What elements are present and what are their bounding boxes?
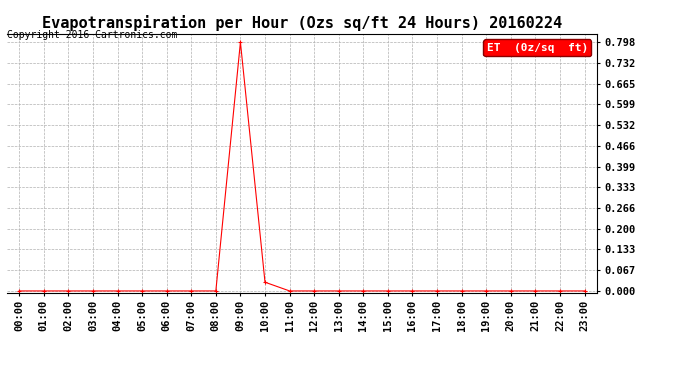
ET  (0z/sq  ft) bbox=[335, 289, 343, 293]
ET  (0z/sq  ft) bbox=[236, 40, 244, 44]
ET  (0z/sq  ft) bbox=[310, 289, 318, 293]
ET  (0z/sq  ft) bbox=[39, 289, 48, 293]
ET  (0z/sq  ft) bbox=[556, 289, 564, 293]
ET  (0z/sq  ft) bbox=[408, 289, 417, 293]
ET  (0z/sq  ft) bbox=[163, 289, 171, 293]
ET  (0z/sq  ft) bbox=[531, 289, 540, 293]
ET  (0z/sq  ft) bbox=[482, 289, 491, 293]
ET  (0z/sq  ft) bbox=[261, 280, 269, 285]
ET  (0z/sq  ft) bbox=[113, 289, 121, 293]
Line: ET  (0z/sq  ft): ET (0z/sq ft) bbox=[17, 40, 587, 293]
Text: Copyright 2016 Cartronics.com: Copyright 2016 Cartronics.com bbox=[7, 30, 177, 40]
ET  (0z/sq  ft) bbox=[15, 289, 23, 293]
ET  (0z/sq  ft) bbox=[89, 289, 97, 293]
ET  (0z/sq  ft) bbox=[286, 289, 294, 293]
ET  (0z/sq  ft) bbox=[187, 289, 195, 293]
ET  (0z/sq  ft) bbox=[384, 289, 392, 293]
ET  (0z/sq  ft) bbox=[506, 289, 515, 293]
Title: Evapotranspiration per Hour (Ozs sq/ft 24 Hours) 20160224: Evapotranspiration per Hour (Ozs sq/ft 2… bbox=[42, 15, 562, 31]
ET  (0z/sq  ft) bbox=[212, 289, 220, 293]
ET  (0z/sq  ft) bbox=[433, 289, 441, 293]
ET  (0z/sq  ft) bbox=[580, 289, 589, 293]
ET  (0z/sq  ft) bbox=[359, 289, 368, 293]
ET  (0z/sq  ft) bbox=[64, 289, 72, 293]
Legend: ET  (0z/sq  ft): ET (0z/sq ft) bbox=[484, 39, 591, 56]
ET  (0z/sq  ft) bbox=[457, 289, 466, 293]
ET  (0z/sq  ft) bbox=[138, 289, 146, 293]
